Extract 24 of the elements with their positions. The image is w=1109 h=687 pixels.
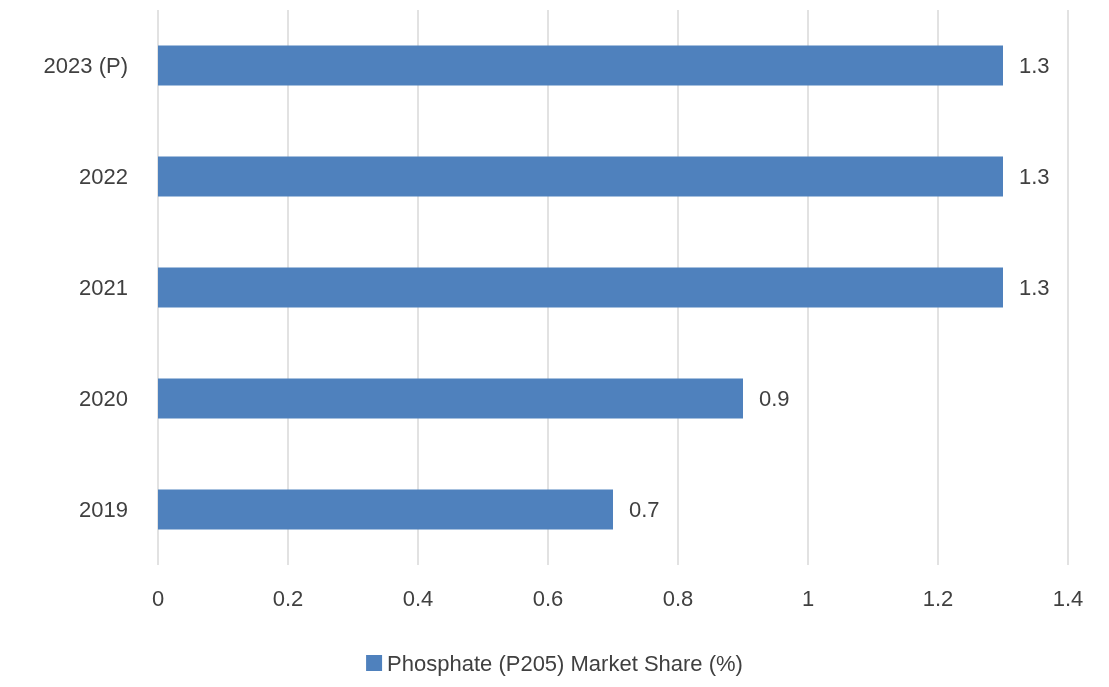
x-tick-label: 1 (801, 585, 815, 611)
x-tick-label: 0.8 (662, 585, 694, 611)
y-tick-label: 2023 (P) (43, 53, 128, 78)
x-tick-label: 0.6 (532, 585, 564, 611)
data-label: 0.7 (629, 497, 660, 522)
bar (158, 267, 1003, 308)
x-tick-label: 1.2 (922, 585, 954, 611)
data-label: 1.3 (1019, 164, 1050, 189)
data-label: 1.3 (1019, 53, 1050, 78)
legend-label: Phosphate (P205) Market Share (%) (387, 650, 743, 676)
y-tick-label: 2019 (79, 497, 128, 522)
y-tick-label: 2022 (79, 164, 128, 189)
y-tick-label: 2021 (79, 275, 128, 300)
bar (158, 45, 1003, 86)
x-tick-label: 1.4 (1052, 585, 1084, 611)
x-tick-label: 0.4 (402, 585, 434, 611)
bar (158, 489, 613, 530)
x-tick-label: 0 (151, 585, 165, 611)
bar (158, 156, 1003, 197)
y-tick-label: 2020 (79, 386, 128, 411)
data-label: 1.3 (1019, 275, 1050, 300)
x-tick-label: 0.2 (272, 585, 304, 611)
bar (158, 378, 743, 419)
data-label: 0.9 (759, 386, 790, 411)
